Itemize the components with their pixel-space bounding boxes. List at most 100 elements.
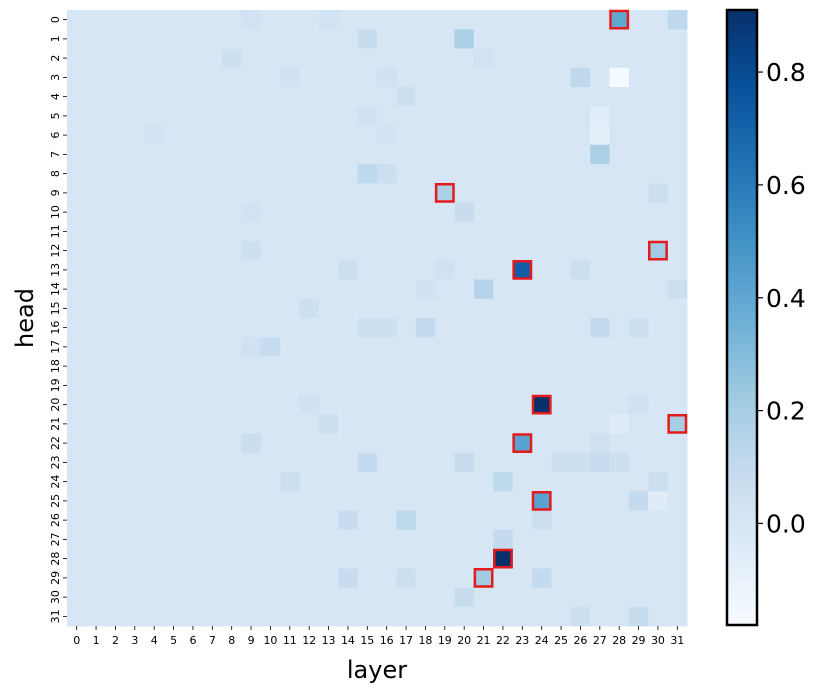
heatmap-cell <box>628 510 649 531</box>
heatmap-cell <box>377 529 397 550</box>
x-tick-label: 20 <box>457 634 471 647</box>
heatmap-cell <box>667 221 688 242</box>
heatmap-cell <box>67 260 87 280</box>
heatmap-cell <box>648 472 669 492</box>
heatmap-cell <box>454 241 475 261</box>
heatmap-cell <box>183 164 204 184</box>
y-tick-label: 8 <box>49 170 62 177</box>
heatmap-cell <box>144 529 165 550</box>
heatmap-cell <box>357 87 378 107</box>
heatmap-cell <box>628 587 649 608</box>
heatmap-cell <box>473 125 494 146</box>
heatmap-cell <box>628 472 649 492</box>
heatmap-cell <box>667 202 688 223</box>
heatmap-cell <box>357 510 378 531</box>
heatmap-cell <box>241 202 262 223</box>
heatmap-cell <box>415 529 436 550</box>
heatmap-cell <box>551 510 572 531</box>
heatmap-cell <box>609 48 630 69</box>
heatmap-cell <box>318 125 339 146</box>
heatmap-cell <box>667 606 688 627</box>
heatmap-cell <box>532 414 552 434</box>
heatmap-cell <box>435 375 455 396</box>
heatmap-cell <box>222 568 242 588</box>
heatmap-cell <box>222 587 242 608</box>
heatmap-cell <box>338 241 359 261</box>
heatmap-cell <box>222 433 242 454</box>
heatmap-cell <box>532 298 552 319</box>
heatmap-cell <box>241 279 262 300</box>
heatmap-cell <box>338 298 359 319</box>
heatmap-cell <box>415 67 436 88</box>
heatmap-cell <box>280 375 300 396</box>
heatmap-cell <box>648 10 669 30</box>
heatmap-cell <box>357 29 378 49</box>
heatmap-cell <box>628 549 649 569</box>
heatmap-cell <box>648 106 669 126</box>
heatmap-cell <box>163 433 184 454</box>
heatmap-cell <box>473 491 494 511</box>
y-tick-label: 25 <box>49 494 62 508</box>
heatmap-cell <box>532 67 552 88</box>
heatmap-cell <box>493 587 514 608</box>
heatmap-cell <box>454 106 475 126</box>
heatmap-cell <box>125 260 145 280</box>
heatmap-cell <box>570 356 591 377</box>
heatmap-cell <box>473 318 494 338</box>
heatmap-cell <box>415 549 436 569</box>
heatmap-cell <box>67 375 87 396</box>
heatmap-cell <box>318 67 339 88</box>
heatmap-cell <box>590 510 610 531</box>
heatmap-cell <box>396 491 417 511</box>
heatmap-cell <box>338 356 359 377</box>
heatmap-cell <box>144 106 165 126</box>
heatmap-cell <box>628 318 649 338</box>
heatmap-cell <box>512 549 533 569</box>
heatmap-cell <box>570 375 591 396</box>
heatmap-cell <box>609 472 630 492</box>
colorbar-tick-label: 0.2 <box>766 397 806 426</box>
highlight-box <box>531 491 552 511</box>
heatmap-cell <box>667 67 688 88</box>
heatmap-cell <box>396 587 417 608</box>
heatmap-cell <box>144 510 165 531</box>
heatmap-cell <box>396 375 417 396</box>
heatmap-cell <box>628 10 649 30</box>
heatmap-cell <box>299 183 320 203</box>
heatmap-cell <box>144 241 165 261</box>
heatmap-cell <box>163 529 184 550</box>
heatmap-cell <box>648 337 669 357</box>
heatmap-cell <box>415 279 436 300</box>
heatmap-cell <box>86 298 107 319</box>
heatmap-cell <box>590 221 610 242</box>
heatmap-cell <box>241 125 262 146</box>
heatmap-cell <box>125 202 145 223</box>
heatmap-cell <box>144 298 165 319</box>
heatmap-cell <box>357 221 378 242</box>
heatmap-cell <box>667 164 688 184</box>
heatmap-cell <box>667 529 688 550</box>
heatmap-cell <box>648 29 669 49</box>
heatmap-cell <box>222 549 242 569</box>
heatmap-cell <box>67 587 87 608</box>
heatmap-cell <box>532 452 552 473</box>
heatmap-cell <box>260 67 281 88</box>
heatmap-cell <box>532 356 552 377</box>
heatmap-cell <box>454 568 475 588</box>
x-tick-label: 11 <box>283 634 297 647</box>
heatmap-cell <box>299 29 320 49</box>
heatmap-cell <box>454 67 475 88</box>
heatmap-cell <box>357 375 378 396</box>
heatmap-cell <box>454 491 475 511</box>
heatmap-cell <box>260 279 281 300</box>
heatmap-cell <box>532 549 552 569</box>
heatmap-cell <box>609 144 630 165</box>
x-tick-label: 19 <box>438 634 452 647</box>
heatmap-cell <box>435 433 455 454</box>
x-tick-label: 14 <box>341 634 355 647</box>
heatmap-cell <box>183 510 204 531</box>
heatmap-cell <box>105 549 126 569</box>
heatmap-cell <box>609 433 630 454</box>
highlight-boxes <box>434 9 688 588</box>
heatmap-cell <box>125 606 145 627</box>
